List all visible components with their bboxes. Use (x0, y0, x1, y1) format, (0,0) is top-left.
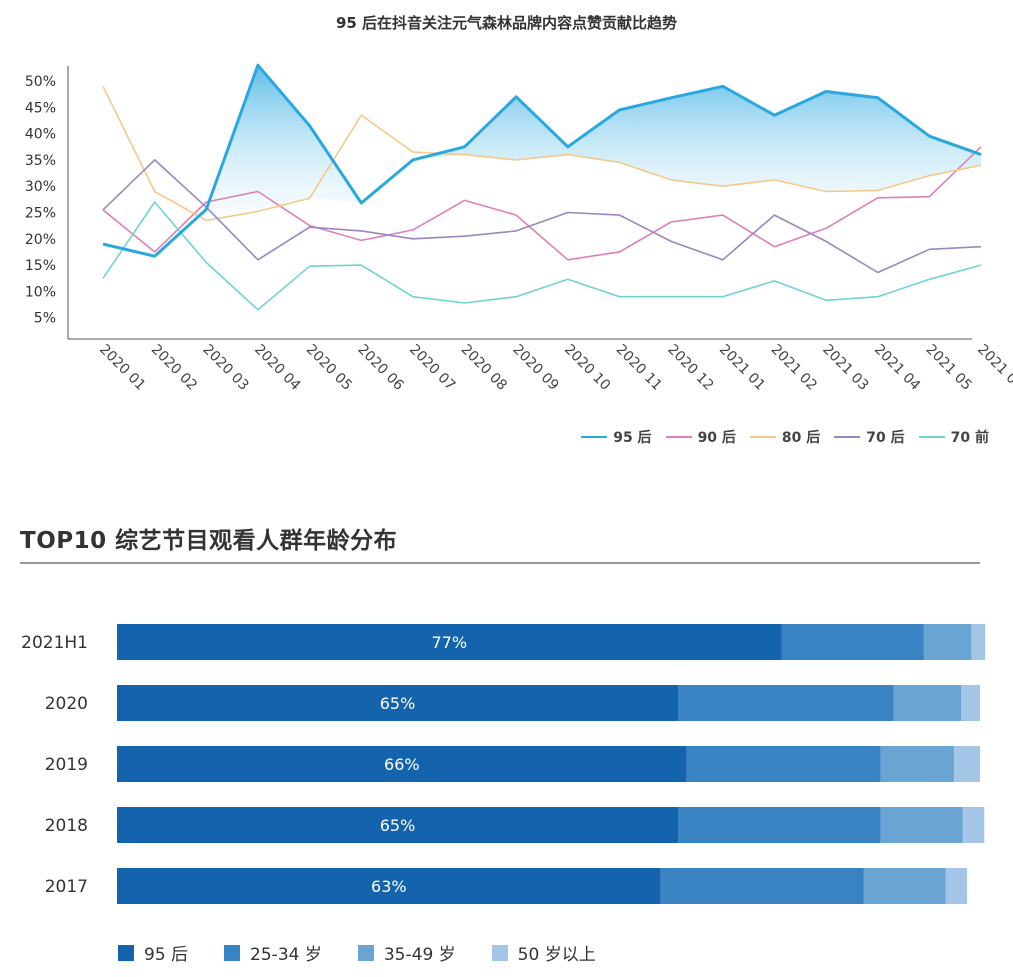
bar-chart-title: TOP10 综艺节目观看人群年龄分布 (20, 528, 398, 554)
bar-segment-1 (781, 624, 924, 660)
x-tick-label: 2020 02 (148, 342, 200, 394)
bar-segment-2 (880, 746, 955, 782)
bar-segment-0 (117, 868, 661, 904)
bar-category-label: 2021H1 (21, 633, 88, 653)
bar-segment-3 (961, 685, 980, 721)
y-tick-label: 10% (25, 284, 56, 300)
y-tick-label: 30% (25, 179, 56, 195)
x-tick-label: 2021 03 (819, 342, 871, 394)
legend-swatch (224, 944, 241, 961)
bar-segment-0 (117, 624, 782, 660)
x-tick-label: 2021 06 (974, 342, 1013, 394)
legend-label: 90 后 (697, 430, 736, 446)
line-chart-title: 95 后在抖音关注元气森林品牌内容点赞贡献比趋势 (335, 14, 678, 32)
bar-value-label: 65% (380, 816, 416, 835)
legend-label: 95 后 (613, 430, 652, 446)
legend-item: 50 岁以上 (491, 940, 596, 965)
x-tick-label: 2020 12 (664, 342, 716, 394)
legend-swatch (749, 436, 776, 438)
section-divider (20, 562, 980, 564)
legend-label: 50 岁以上 (517, 945, 596, 965)
y-tick-label: 5% (34, 311, 56, 327)
bar-segment-0 (117, 685, 678, 721)
bar-value-label: 66% (384, 755, 420, 774)
y-tick-label: 45% (25, 100, 56, 116)
bar-segment-2 (893, 685, 961, 721)
bar-category-label: 2018 (45, 816, 88, 836)
legend-label: 95 后 (144, 945, 189, 965)
x-tick-label: 2020 04 (251, 342, 303, 394)
bar-segment-3 (945, 868, 968, 904)
x-tick-label: 2021 01 (716, 342, 768, 394)
x-tick-label: 2020 08 (458, 342, 510, 394)
legend-item: 95 后 (581, 427, 652, 447)
legend-item: 25-34 岁 (224, 940, 322, 965)
bar-value-label: 77% (432, 633, 468, 652)
series-line-0 (102, 63, 982, 258)
bar-segment-1 (686, 746, 881, 782)
y-tick-label: 40% (25, 127, 56, 143)
legend-item: 80 后 (749, 427, 821, 447)
legend-label: 70 前 (950, 430, 989, 446)
legend-label: 80 后 (781, 430, 821, 446)
y-tick-label: 20% (25, 232, 56, 248)
legend-item: 95 后 (118, 940, 188, 965)
x-tick-label: 2020 11 (613, 342, 665, 394)
legend-item: 70 后 (834, 427, 905, 447)
x-tick-label: 2021 02 (768, 342, 820, 394)
bar-chart-legend: 95 后 25-34 岁 35-49 岁 50 岁以上 (118, 940, 596, 965)
x-tick-label: 2021 05 (923, 342, 975, 394)
bar-chart: 2021H1 77% 2020 65% 2019 66% 2018 65% 2017 63% (21, 624, 986, 904)
bar-segment-0 (117, 807, 678, 843)
legend-item: 90 后 (665, 427, 736, 447)
bar-category-label: 2019 (45, 755, 88, 775)
y-tick-label: 35% (25, 153, 56, 169)
bar-segment-3 (971, 624, 986, 660)
line-chart-legend: 95 后 90 后 80 后 70 后 70 前 (581, 427, 989, 447)
bar-segment-1 (678, 807, 881, 843)
x-tick-label: 2020 06 (354, 342, 406, 394)
legend-swatch (918, 436, 945, 438)
x-tick-label: 2020 09 (509, 342, 561, 394)
legend-swatch (834, 436, 861, 438)
legend-label: 25-34 岁 (250, 945, 322, 965)
bar-value-label: 65% (380, 694, 416, 713)
x-tick-label: 2020 07 (406, 342, 458, 394)
series-line-2 (102, 85, 982, 222)
bar-segment-1 (678, 685, 894, 721)
legend-label: 70 后 (866, 430, 905, 446)
legend-swatch (665, 436, 692, 438)
bar-segment-2 (923, 624, 972, 660)
legend-swatch (491, 944, 508, 961)
legend-swatch (118, 944, 134, 961)
bar-value-label: 63% (371, 877, 407, 896)
x-tick-label: 2020 01 (96, 342, 148, 394)
series-line-1 (102, 146, 982, 261)
bar-segment-2 (863, 868, 946, 904)
y-tick-label: 15% (25, 258, 56, 274)
legend-swatch (581, 436, 608, 438)
legend-label: 35-49 岁 (383, 945, 456, 965)
x-tick-label: 2020 05 (303, 342, 355, 394)
x-tick-label: 2020 03 (199, 342, 251, 394)
y-tick-label: 50% (25, 74, 56, 90)
bar-segment-1 (660, 868, 864, 904)
legend-swatch (357, 944, 374, 961)
line-chart: 5%10%15%20%25%30%35%40%45%50%2020 01 2020… (25, 63, 1013, 394)
bar-segment-2 (880, 807, 963, 843)
legend-item: 70 前 (918, 427, 989, 447)
bar-segment-3 (962, 807, 985, 843)
bar-category-label: 2020 (45, 694, 88, 714)
bar-category-label: 2017 (45, 877, 88, 897)
x-tick-label: 2021 04 (871, 342, 923, 394)
x-tick-label: 2020 10 (561, 342, 613, 394)
legend-item: 35-49 岁 (357, 940, 456, 965)
bar-segment-0 (117, 746, 687, 782)
y-tick-label: 25% (25, 206, 56, 222)
series-line-3 (102, 159, 982, 274)
area-fill-95 (103, 65, 981, 257)
bar-segment-3 (954, 746, 980, 782)
series-line-4 (102, 201, 982, 311)
